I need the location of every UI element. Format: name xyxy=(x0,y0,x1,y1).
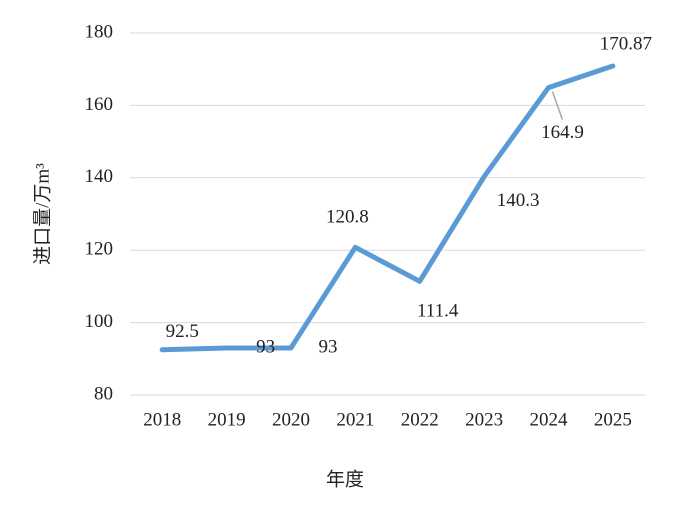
y-tick-label: 160 xyxy=(85,94,114,115)
data-line xyxy=(159,63,616,353)
x-tick-label: 2025 xyxy=(594,409,632,430)
x-axis-title: 年度 xyxy=(326,468,364,490)
y-tick-label: 120 xyxy=(85,239,114,260)
y-axis-title: 进口量/万m³ xyxy=(31,163,53,265)
x-tick-label: 2020 xyxy=(272,409,310,430)
y-tick-label: 80 xyxy=(94,383,113,404)
y-tick-label: 180 xyxy=(85,21,114,42)
x-tick-label: 2018 xyxy=(143,409,181,430)
data-label: 164.9 xyxy=(541,122,584,143)
data-label: 111.4 xyxy=(417,301,459,322)
data-label: 120.8 xyxy=(326,207,369,228)
x-tick-label: 2021 xyxy=(336,409,374,430)
data-label: 170.87 xyxy=(600,33,652,54)
x-tick-label: 2019 xyxy=(208,409,246,430)
y-tick-label: 100 xyxy=(85,311,114,332)
y-tick-label: 140 xyxy=(85,166,114,187)
data-label: 140.3 xyxy=(497,190,540,211)
leader-line xyxy=(551,91,564,120)
x-tick-label: 2023 xyxy=(465,409,503,430)
data-label: 92.5 xyxy=(166,321,199,342)
x-tick-label: 2022 xyxy=(401,409,439,430)
data-label: 93 xyxy=(318,336,337,357)
data-label: 93 xyxy=(256,336,275,357)
x-tick-label: 2024 xyxy=(529,409,568,430)
